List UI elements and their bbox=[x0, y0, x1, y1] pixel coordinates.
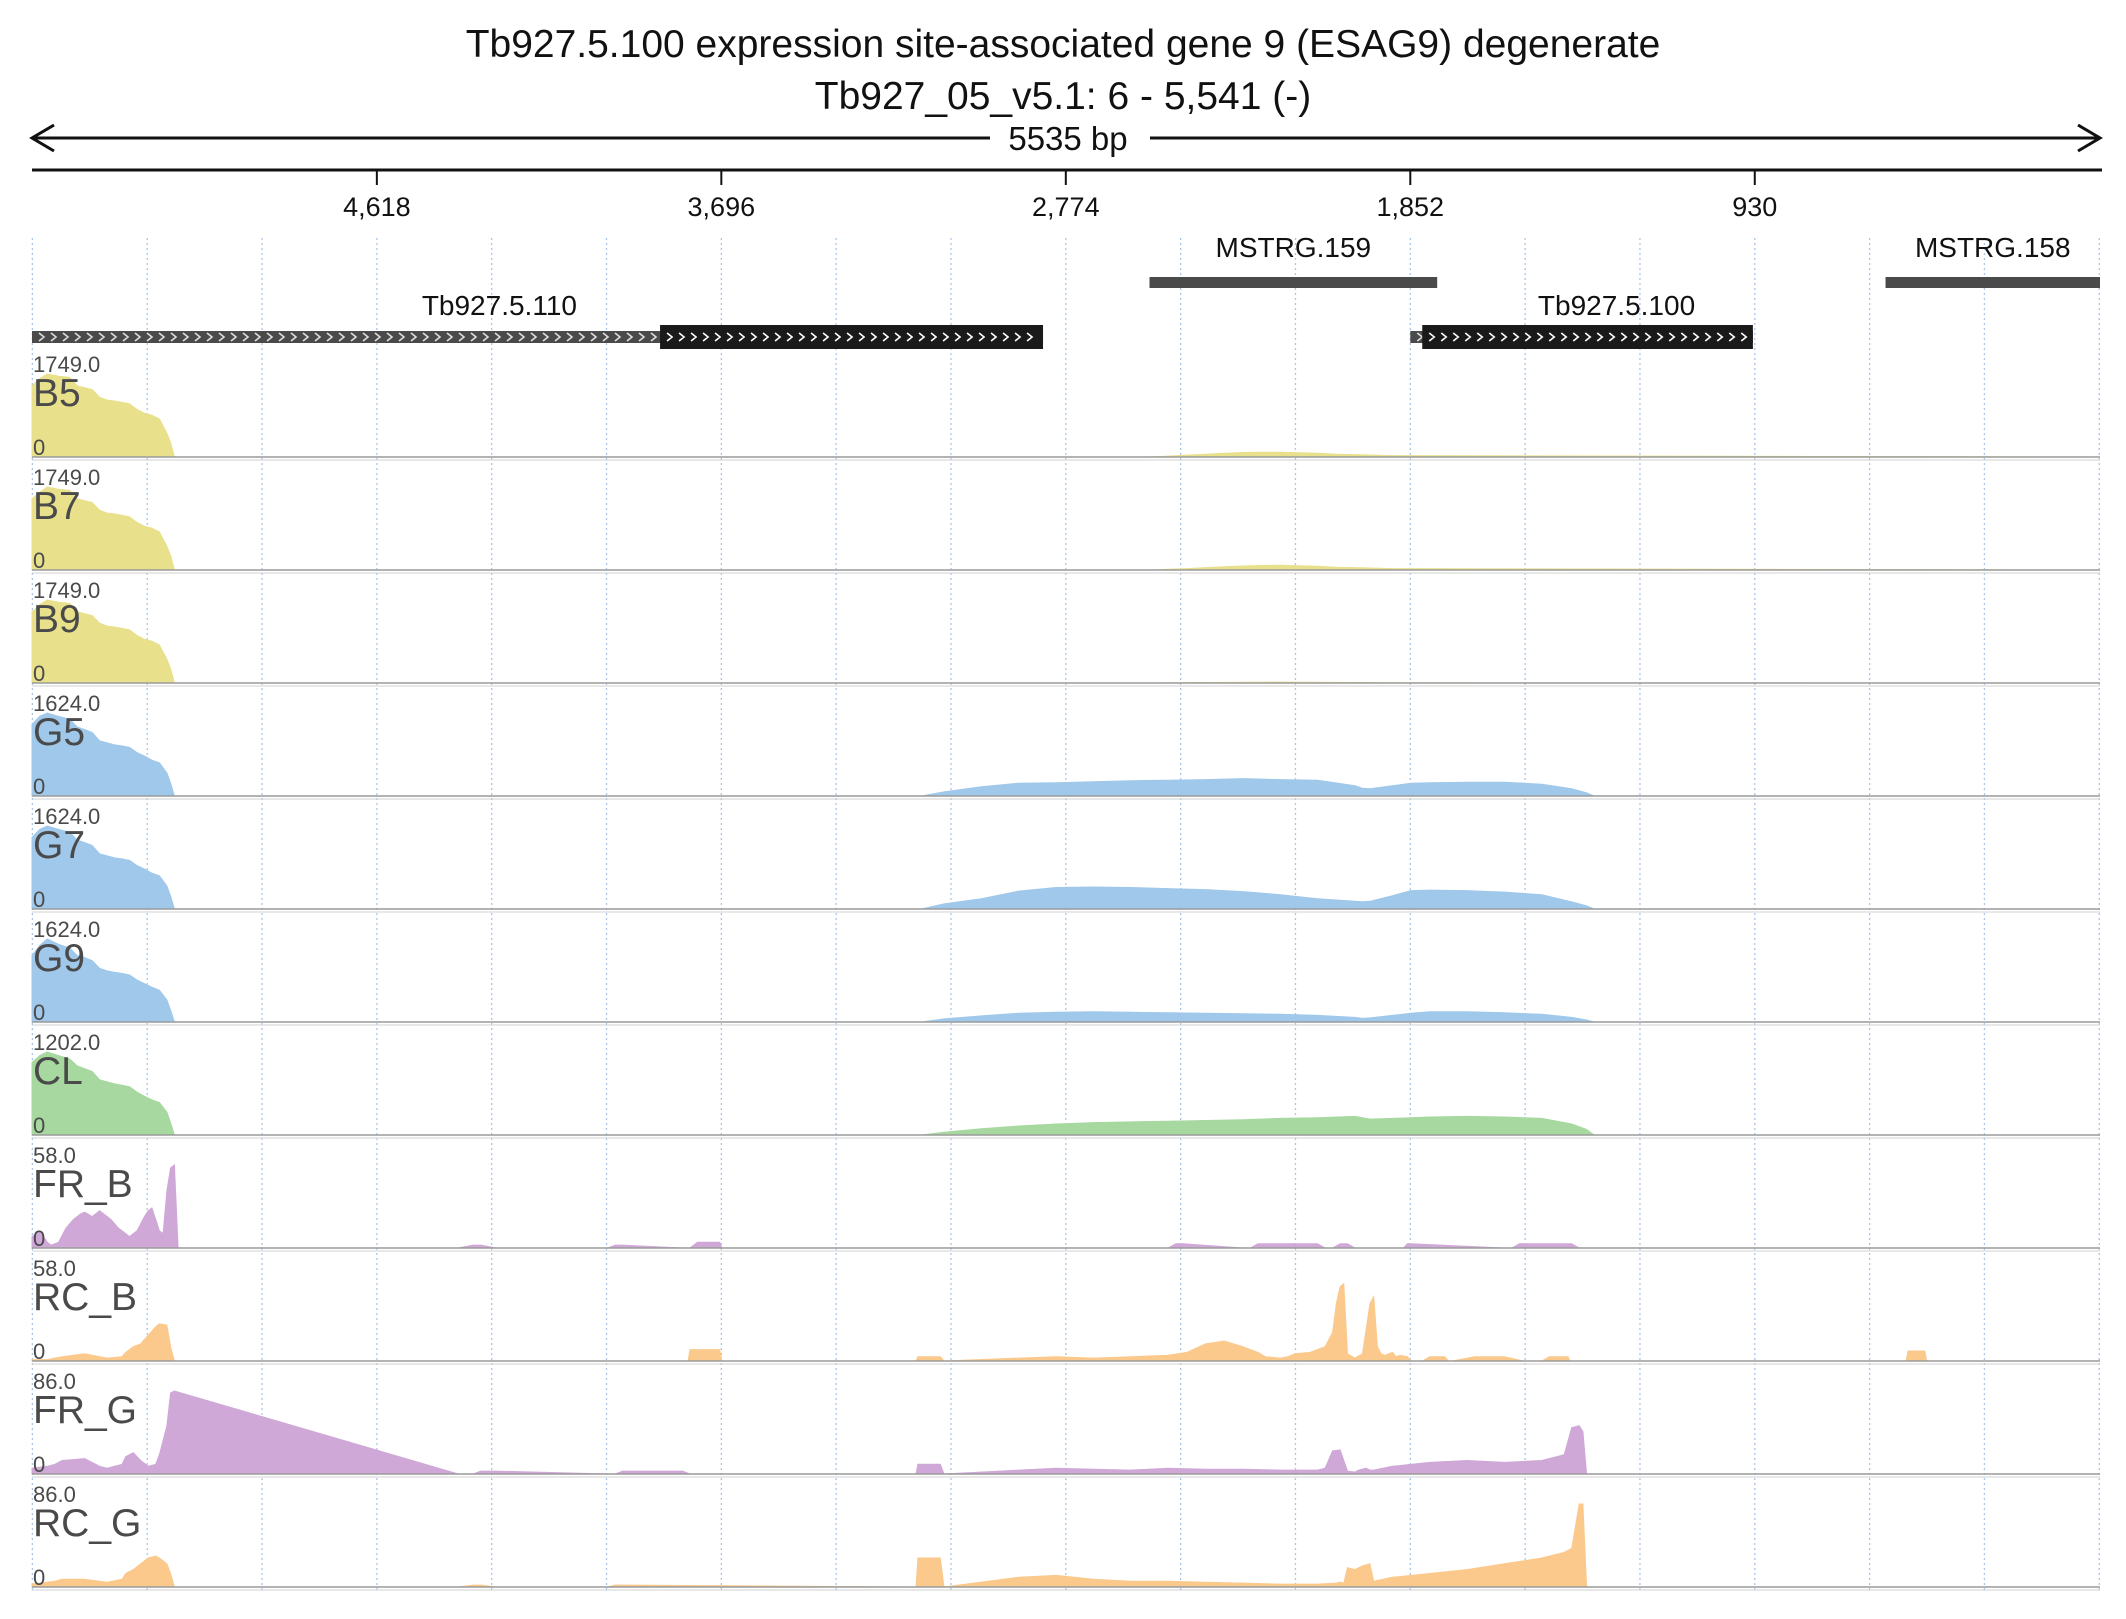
track-max-label: 58.0 bbox=[33, 1256, 76, 1281]
x-tick-label: 2,774 bbox=[1032, 192, 1100, 222]
coverage-area bbox=[31, 938, 2100, 1023]
coverage-area bbox=[31, 1282, 2100, 1362]
track-g7: 1624.0G7 0 bbox=[31, 804, 2100, 913]
track-rc-g: 86.0RC_G 0 bbox=[31, 1482, 2100, 1591]
track-min-label: 0 bbox=[33, 1452, 45, 1477]
span-arrow-left bbox=[29, 123, 55, 153]
track-max-label: 1202.0 bbox=[33, 1030, 100, 1055]
track-min-label: 0 bbox=[33, 1000, 45, 1025]
track-max-label: 1749.0 bbox=[33, 465, 100, 490]
track-g5: 1624.0G5 0 bbox=[31, 691, 2100, 800]
coverage-area bbox=[31, 825, 2100, 910]
track-name: RC_G bbox=[33, 1502, 141, 1545]
coverage-area bbox=[31, 599, 2101, 684]
transcript-bar bbox=[1149, 277, 1438, 288]
track-max-label: 1749.0 bbox=[33, 578, 100, 603]
track-max-label: 1624.0 bbox=[33, 691, 100, 716]
chart-subtitle: Tb927_05_v5.1: 6 - 5,541 (-) bbox=[814, 75, 1312, 118]
track-name: G9 bbox=[33, 937, 85, 980]
track-fr-g: 86.0FR_G 0 bbox=[31, 1369, 2100, 1478]
feature-label: MSTRG.158 bbox=[1915, 232, 2071, 263]
span-label: 5535 bp bbox=[1008, 120, 1127, 157]
feature-track: MSTRG.159 MSTRG.158 Tb927.5.110 Tb927.5.100 bbox=[32, 232, 2100, 349]
x-tick-label: 1,852 bbox=[1377, 192, 1445, 222]
track-max-label: 58.0 bbox=[33, 1143, 76, 1168]
track-max-label: 86.0 bbox=[33, 1482, 76, 1507]
track-name: FR_B bbox=[33, 1163, 133, 1206]
track-b9: 1749.0B9 0 bbox=[31, 578, 2101, 687]
x-tick-label: 4,618 bbox=[343, 192, 411, 222]
track-fr-b: 58.0FR_B 0 bbox=[31, 1143, 2100, 1252]
coverage-area bbox=[31, 712, 2100, 797]
track-b7: 1749.0B7 0 bbox=[31, 465, 2101, 574]
track-name: CL bbox=[33, 1050, 83, 1093]
track-max-label: 1749.0 bbox=[33, 352, 100, 377]
gridlines bbox=[31, 238, 2100, 1590]
transcript-bar bbox=[1885, 277, 2100, 288]
feature-mstrg-159[interactable]: MSTRG.159 bbox=[1149, 232, 1438, 288]
track-min-label: 0 bbox=[33, 1565, 45, 1590]
track-name: RC_B bbox=[33, 1276, 137, 1319]
x-tick-label: 930 bbox=[1732, 192, 1777, 222]
track-max-label: 1624.0 bbox=[33, 917, 100, 942]
feature-label: MSTRG.159 bbox=[1216, 232, 1372, 263]
coverage-area bbox=[31, 1390, 2100, 1475]
track-max-label: 1624.0 bbox=[33, 804, 100, 829]
track-max-label: 86.0 bbox=[33, 1369, 76, 1394]
ruler-ticks: 4,618 3,696 2,774 1,852 930 bbox=[343, 170, 1777, 222]
feature-tb927-5-100[interactable]: Tb927.5.100 bbox=[1410, 290, 1753, 349]
track-rc-b: 58.0RC_B 0 bbox=[31, 1256, 2100, 1365]
track-min-label: 0 bbox=[33, 435, 45, 460]
track-min-label: 0 bbox=[33, 661, 45, 686]
track-cl: 1202.0CL 0 bbox=[31, 1030, 2100, 1139]
coverage-area bbox=[31, 1051, 2100, 1136]
feature-tb927-5-110[interactable]: Tb927.5.110 bbox=[32, 290, 1044, 349]
track-min-label: 0 bbox=[33, 1339, 45, 1364]
span-indicator: 5535 bp bbox=[29, 120, 2103, 157]
track-min-label: 0 bbox=[33, 1226, 45, 1251]
span-arrow-right bbox=[2077, 123, 2103, 153]
track-name: FR_G bbox=[33, 1389, 137, 1432]
track-name: G5 bbox=[33, 711, 85, 754]
track-min-label: 0 bbox=[33, 887, 45, 912]
feature-label: Tb927.5.110 bbox=[422, 290, 577, 321]
chart-title: Tb927.5.100 expression site-associated g… bbox=[465, 23, 1661, 66]
track-name: B9 bbox=[33, 598, 81, 641]
track-min-label: 0 bbox=[33, 774, 45, 799]
coverage-tracks: 1749.0B501749.0B701749.0B901624.0G501624… bbox=[31, 352, 2101, 1591]
track-min-label: 0 bbox=[33, 548, 45, 573]
x-tick-label: 3,696 bbox=[688, 192, 756, 222]
track-name: B5 bbox=[33, 372, 81, 415]
track-b5: 1749.0B5 0 bbox=[31, 352, 2101, 461]
coverage-area bbox=[31, 373, 2101, 458]
coverage-area bbox=[31, 1164, 2100, 1249]
strand-arrows bbox=[666, 332, 1034, 342]
cds-bar bbox=[1422, 325, 1753, 349]
track-g9: 1624.0G9 0 bbox=[31, 917, 2100, 1026]
feature-mstrg-158[interactable]: MSTRG.158 bbox=[1885, 232, 2100, 288]
track-name: G7 bbox=[33, 824, 85, 867]
coverage-area bbox=[31, 486, 2101, 571]
track-min-label: 0 bbox=[33, 1113, 45, 1138]
strand-arrows bbox=[1428, 332, 1748, 342]
track-name: B7 bbox=[33, 485, 81, 528]
feature-label: Tb927.5.100 bbox=[1538, 290, 1695, 321]
